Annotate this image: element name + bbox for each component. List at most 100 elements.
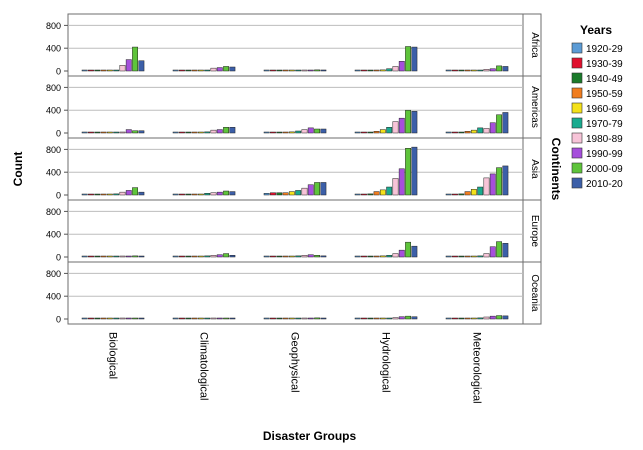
bar [204,193,211,196]
legend-title: Years [580,23,612,37]
bar [386,255,393,258]
legend-swatch [571,117,583,129]
bar [204,317,211,320]
bar [263,317,270,320]
bar [210,192,217,196]
bar [483,316,490,320]
bar [314,182,320,196]
y-tick-label: 0 [56,129,61,139]
bar [216,191,223,196]
bar [138,255,145,258]
legend-label: 1960-69 [586,104,623,115]
bar [489,246,496,258]
y-tick-label: 800 [46,207,61,217]
bar [106,131,113,134]
bar [204,69,211,72]
bar [223,253,229,258]
bar [470,69,477,72]
bar [361,317,367,320]
bar [354,317,361,320]
bar [138,60,145,72]
bar [106,255,113,258]
bar [314,255,320,258]
bar [282,69,289,72]
bar [113,69,120,72]
facet-strip [522,261,542,325]
bar [496,114,502,134]
bar [172,131,179,134]
bar [276,317,283,320]
bar [361,69,367,72]
bar [191,255,198,258]
bar [204,255,211,258]
bar [398,249,405,258]
bar [106,317,113,320]
bar [398,168,405,196]
bar [307,69,314,72]
bar [405,241,411,258]
bar [354,131,361,134]
bar [204,131,211,134]
bar [191,131,198,134]
panel-frame [67,261,524,325]
bar [483,128,490,134]
bar [295,317,302,320]
bar [458,131,465,134]
bar [307,254,314,258]
bar [81,131,88,134]
bar [496,315,502,320]
bar [185,317,192,320]
bar [88,69,94,72]
x-tick-label: Climatological [198,332,210,400]
bar [496,167,502,196]
bar [229,66,236,72]
x-tick-label: Hydrological [380,332,392,393]
y-tick-label: 800 [46,83,61,93]
bar [411,245,418,258]
bar [132,46,138,72]
bar [354,69,361,72]
bar [270,255,276,258]
bar [229,127,236,134]
y-tick-label: 800 [46,269,61,279]
bar [197,69,204,72]
bar [307,317,314,320]
bar [445,69,452,72]
bar [81,193,88,196]
bar [210,255,217,258]
bar [314,317,320,320]
bar [386,127,393,134]
bar [502,315,509,320]
bar [282,131,289,134]
bar [223,127,229,134]
bar [106,193,113,196]
bar [502,66,509,72]
bar [119,255,126,258]
bar [263,131,270,134]
bar [379,129,386,134]
x-tick-label: Meteorological [471,332,483,404]
bar [81,255,88,258]
bar [94,317,101,320]
bar [502,112,509,134]
bar [483,69,490,72]
y-axis-title: Count [11,152,25,187]
bar [445,131,452,134]
y-tick-label: 0 [56,67,61,77]
bar [106,69,113,72]
bar [386,68,393,72]
x-tick-label: Geophysical [289,332,301,393]
bar [392,178,399,196]
bar [320,128,327,134]
legend-swatch [571,147,583,159]
bar [386,186,393,196]
legend-label: 1970-79 [586,119,623,130]
bar [464,317,471,320]
bar [100,255,107,258]
bar [94,255,101,258]
bar [307,127,314,134]
bar [379,255,386,258]
bar [216,317,223,320]
bar [132,130,138,134]
bar [113,255,120,258]
